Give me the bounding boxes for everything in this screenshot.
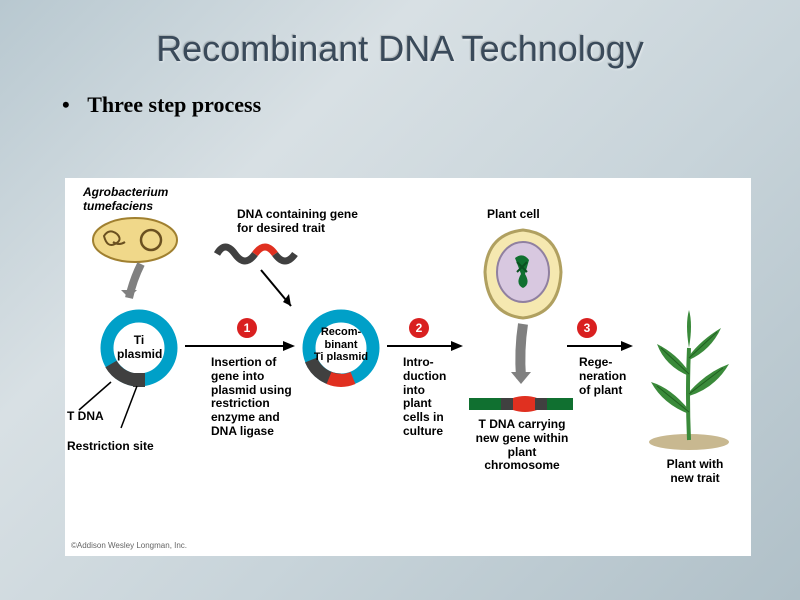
label-restriction: Restriction site [67, 440, 157, 454]
slide-title: Recombinant DNA Technology [0, 0, 800, 70]
label-dna-source: DNA containing gene for desired trait [237, 208, 367, 236]
arrow-dna-insert [255, 266, 305, 316]
arrow-step2 [385, 336, 465, 356]
agrobacterium-icon [89, 216, 181, 266]
step-badge-3: 3 [577, 318, 597, 338]
dna-source-icon [213, 236, 303, 268]
copyright-text: ©Addison Wesley Longman, Inc. [71, 541, 187, 550]
label-tdna: T DNA [67, 410, 104, 424]
label-tdna-chrom: T DNA carrying new gene within plant chr… [469, 418, 575, 473]
label-ti-plasmid: Ti plasmid [117, 334, 161, 362]
label-result: Plant with new trait [655, 458, 735, 486]
bullet-text: Three step process [62, 92, 800, 118]
arrow-step3 [565, 336, 635, 356]
label-recom-plasmid: Recom- binant Ti plasmid [313, 326, 369, 364]
label-step2: Intro- duction into plant cells in cultu… [403, 356, 465, 439]
plant-cell-icon [475, 224, 571, 324]
label-agrobacterium: Agrobacterium tumefaciens [83, 186, 213, 214]
chromosome-bar-icon [467, 392, 575, 416]
label-step1: Insertion of gene into plasmid using res… [211, 356, 303, 439]
arrow-cell-chrom [505, 320, 541, 392]
step-badge-2: 2 [409, 318, 429, 338]
arrow-agro-plasmid [115, 260, 155, 310]
diagram-panel: Agrobacterium tumefaciens Ti plasmid T D… [65, 178, 751, 556]
label-plant-cell: Plant cell [487, 208, 540, 222]
plant-icon [635, 304, 743, 452]
arrow-step1 [183, 336, 297, 356]
pointer-restriction [117, 384, 147, 432]
step-badge-1: 1 [237, 318, 257, 338]
